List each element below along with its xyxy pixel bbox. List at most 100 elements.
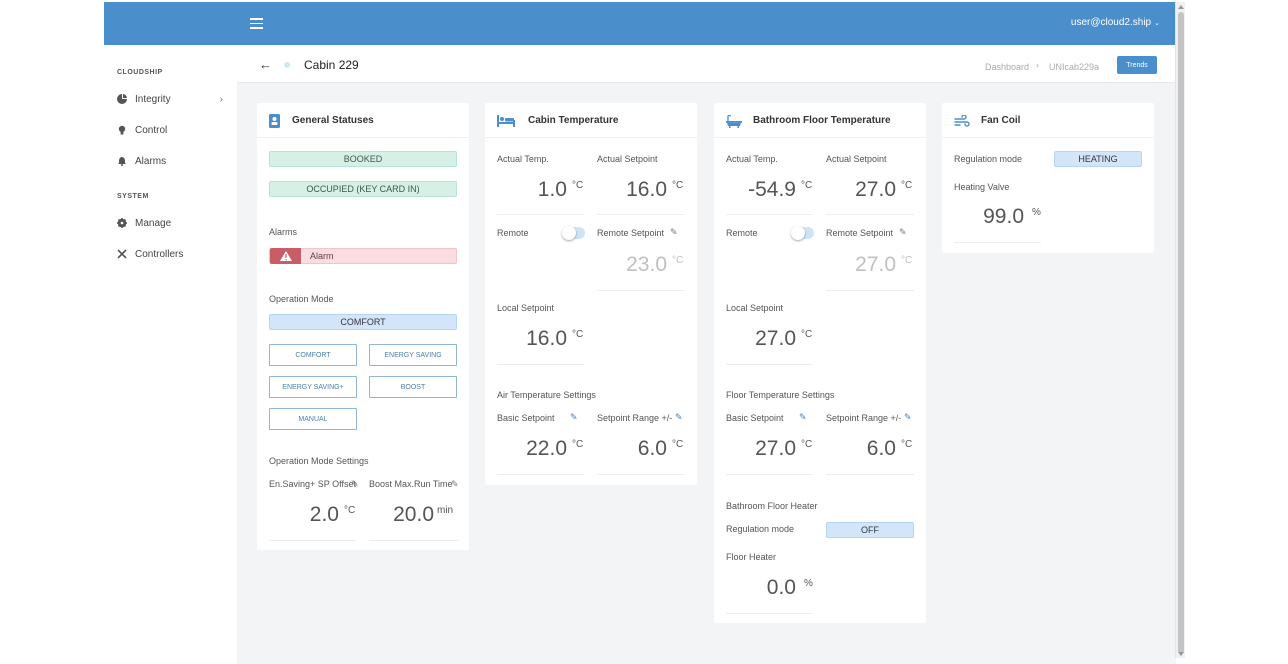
general-statuses-card: General Statuses BOOKED OCCUPIED (KEY CA… xyxy=(257,103,469,550)
edit-pencil-icon[interactable]: ✎ xyxy=(570,412,578,422)
alarms-label: Alarms xyxy=(269,227,298,237)
setpoint-range-label: Setpoint Range +/- xyxy=(597,413,673,423)
unit-celsius: °C xyxy=(901,439,913,450)
unit-celsius: °C xyxy=(672,180,684,191)
alarm-badge[interactable]: Alarm xyxy=(269,248,457,264)
alarm-text: Alarm xyxy=(310,251,334,261)
status-badge-booked: BOOKED xyxy=(269,151,457,167)
unit-celsius: °C xyxy=(572,329,584,340)
remote-toggle[interactable] xyxy=(791,226,814,240)
unit-celsius: °C xyxy=(344,505,356,516)
scroll-up-arrow-icon[interactable] xyxy=(1178,5,1184,9)
local-setpoint-label: Local Setpoint xyxy=(497,303,555,313)
field-underline xyxy=(726,474,813,475)
regulation-mode-label: Regulation mode xyxy=(726,524,795,534)
mode-comfort-button[interactable]: COMFORT xyxy=(269,344,357,366)
regulation-mode-badge: HEATING xyxy=(1054,151,1142,167)
edit-pencil-icon[interactable]: ✎ xyxy=(799,412,807,422)
regulation-mode-label: Regulation mode xyxy=(954,154,1023,164)
edit-pencil-icon[interactable]: ✎ xyxy=(451,479,459,489)
mode-energy-saving-button[interactable]: ENERGY SAVING xyxy=(369,344,457,366)
operation-mode-label: Operation Mode xyxy=(269,294,334,304)
unit-percent: % xyxy=(1032,207,1041,218)
card-title: Bathroom Floor Temperature xyxy=(753,115,891,126)
badge-icon xyxy=(269,114,287,128)
field-underline xyxy=(369,540,459,541)
bathroom-floor-temperature-card: Bathroom Floor Temperature Actual Temp. … xyxy=(714,103,926,623)
heating-valve-label: Heating Valve xyxy=(954,182,1010,192)
bed-icon xyxy=(497,114,515,128)
air-temp-settings-label: Air Temperature Settings xyxy=(497,390,596,400)
card-header: Cabin Temperature xyxy=(485,103,697,138)
gear-icon xyxy=(117,218,127,228)
sidebar-item-controllers[interactable]: Controllers xyxy=(117,244,227,264)
cabin-temperature-card: Cabin Temperature Actual Temp. Actual Se… xyxy=(485,103,697,485)
sidebar-item-integrity[interactable]: Integrity › xyxy=(117,89,227,109)
card-title: Cabin Temperature xyxy=(528,115,619,126)
breadcrumb-dashboard[interactable]: Dashboard xyxy=(985,62,1030,72)
user-email: user@cloud2.ship xyxy=(1070,17,1152,28)
tools-icon xyxy=(117,249,127,259)
scrollbar-thumb[interactable] xyxy=(1178,12,1184,654)
chevron-right-icon: › xyxy=(219,93,223,105)
lightbulb-icon xyxy=(117,125,127,135)
sidebar-section-cloudship: CLOUDSHIP xyxy=(117,69,163,76)
scroll-down-arrow-icon[interactable] xyxy=(1178,652,1184,656)
sidebar-item-label: Manage xyxy=(135,217,172,229)
fan-coil-card: Fan Coil Regulation mode HEATING Heating… xyxy=(942,103,1154,253)
card-title: General Statuses xyxy=(292,115,374,126)
field-underline xyxy=(726,214,813,215)
unit-celsius: °C xyxy=(572,439,584,450)
trends-button[interactable]: Trends xyxy=(1117,56,1157,74)
remote-toggle[interactable] xyxy=(562,226,585,240)
edit-pencil-icon[interactable]: ✎ xyxy=(351,479,359,489)
local-setpoint-value: 16.0 xyxy=(526,327,567,350)
mode-energy-saving-plus-button[interactable]: ENERGY SAVING+ xyxy=(269,376,357,398)
field-underline xyxy=(597,214,685,215)
basic-setpoint-label: Basic Setpoint xyxy=(497,413,555,423)
en-saving-offset-value: 2.0 xyxy=(309,503,339,526)
remote-label: Remote xyxy=(497,228,529,238)
unit-celsius: °C xyxy=(901,180,913,191)
hamburger-menu-icon[interactable] xyxy=(250,18,263,29)
chevron-down-icon: ⌄ xyxy=(1154,20,1160,27)
sidebar-item-control[interactable]: Control xyxy=(117,120,227,140)
card-header: Fan Coil xyxy=(942,103,1154,138)
bell-icon xyxy=(117,156,127,166)
edit-pencil-icon[interactable]: ✎ xyxy=(899,227,907,237)
floor-heater-label: Floor Heater xyxy=(726,552,777,562)
operation-mode-settings-label: Operation Mode Settings xyxy=(269,456,369,466)
mode-manual-button[interactable]: MANUAL xyxy=(269,408,357,430)
unit-celsius: °C xyxy=(801,439,813,450)
card-header: General Statuses xyxy=(257,103,469,138)
edit-pencil-icon[interactable]: ✎ xyxy=(675,412,683,422)
en-saving-offset-label: En.Saving+ SP Offset xyxy=(269,479,356,489)
actual-temp-label: Actual Temp. xyxy=(726,154,778,164)
vertical-scrollbar[interactable] xyxy=(1175,2,1185,658)
mode-boost-button[interactable]: BOOST xyxy=(369,376,457,398)
edit-pencil-icon[interactable]: ✎ xyxy=(670,227,678,237)
wind-icon xyxy=(954,114,972,128)
remote-setpoint-value: 27.0 xyxy=(855,253,896,276)
unit-minutes: min xyxy=(437,505,454,516)
page-header: ← Cabin 229 Dashboard › UNIcab229a Trend… xyxy=(237,45,1176,83)
sidebar-item-manage[interactable]: Manage xyxy=(117,213,227,233)
field-underline xyxy=(497,364,584,365)
sidebar-item-label: Alarms xyxy=(135,155,167,167)
actual-temp-value: -54.9 xyxy=(748,178,796,201)
sidebar-item-alarms[interactable]: Alarms xyxy=(117,151,227,171)
unit-celsius: °C xyxy=(572,180,584,191)
user-menu[interactable]: user@cloud2.ship ⌄ xyxy=(1071,17,1160,28)
unit-celsius: °C xyxy=(801,329,813,340)
edit-pencil-icon[interactable]: ✎ xyxy=(904,412,912,422)
actual-setpoint-label: Actual Setpoint xyxy=(826,154,887,164)
actual-temp-label: Actual Temp. xyxy=(497,154,549,164)
back-arrow-icon[interactable]: ← xyxy=(259,57,272,72)
page-title: Cabin 229 xyxy=(304,58,359,72)
basic-setpoint-label: Basic Setpoint xyxy=(726,413,784,423)
setpoint-range-value: 6.0 xyxy=(637,437,667,460)
sidebar: CLOUDSHIP Integrity › Control Alarms SYS… xyxy=(104,45,237,664)
field-underline xyxy=(954,242,1041,243)
floor-heater-section-label: Bathroom Floor Heater xyxy=(726,501,818,511)
card-header: Bathroom Floor Temperature xyxy=(714,103,926,138)
